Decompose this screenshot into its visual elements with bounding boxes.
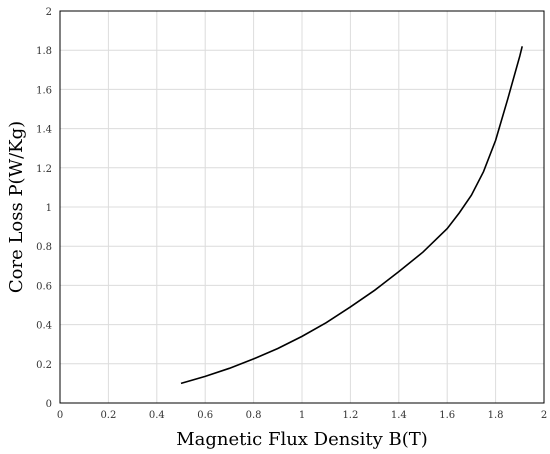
x-tick-label: 0.2: [100, 410, 116, 421]
plot-frame: [59, 10, 545, 404]
y-tick-label: 0.4: [36, 321, 52, 332]
y-tick-label: 1.8: [36, 46, 52, 57]
y-axis-label: Core Loss P(W/Kg): [6, 121, 27, 293]
x-axis-ticks: 0 0.2 0.4 0.6 0.8 1 1.2 1.4 1.6 1.8 2: [57, 410, 547, 421]
y-tick-label: 0: [46, 399, 52, 410]
x-tick-label: 0: [57, 410, 63, 421]
x-tick-label: 1.2: [342, 410, 358, 421]
x-tick-label: 0.6: [197, 410, 213, 421]
y-tick-label: 0.8: [36, 242, 52, 253]
x-tick-label: 1.4: [391, 410, 407, 421]
x-tick-label: 0.8: [246, 410, 262, 421]
core-loss-curve: [180, 46, 523, 385]
y-tick-label: 1.4: [36, 125, 52, 136]
x-tick-label: 2: [541, 410, 547, 421]
x-tick-label: 1.6: [439, 410, 455, 421]
x-tick-label: 0.4: [149, 410, 165, 421]
y-tick-label: 2: [46, 7, 52, 18]
y-tick-label: 0.2: [36, 360, 52, 371]
y-axis-ticks: 0 0.2 0.4 0.6 0.8 1 1.2 1.4 1.6 1.8 2: [36, 7, 52, 410]
x-tick-label: 1: [299, 410, 305, 421]
y-tick-label: 0.6: [36, 281, 52, 292]
x-tick-label: 1.8: [488, 410, 504, 421]
x-axis-label: Magnetic Flux Density B(T): [176, 429, 428, 450]
grid: [59, 10, 545, 404]
y-tick-label: 1.2: [36, 164, 52, 175]
y-tick-label: 1.6: [36, 85, 52, 96]
y-tick-label: 1: [46, 203, 52, 214]
